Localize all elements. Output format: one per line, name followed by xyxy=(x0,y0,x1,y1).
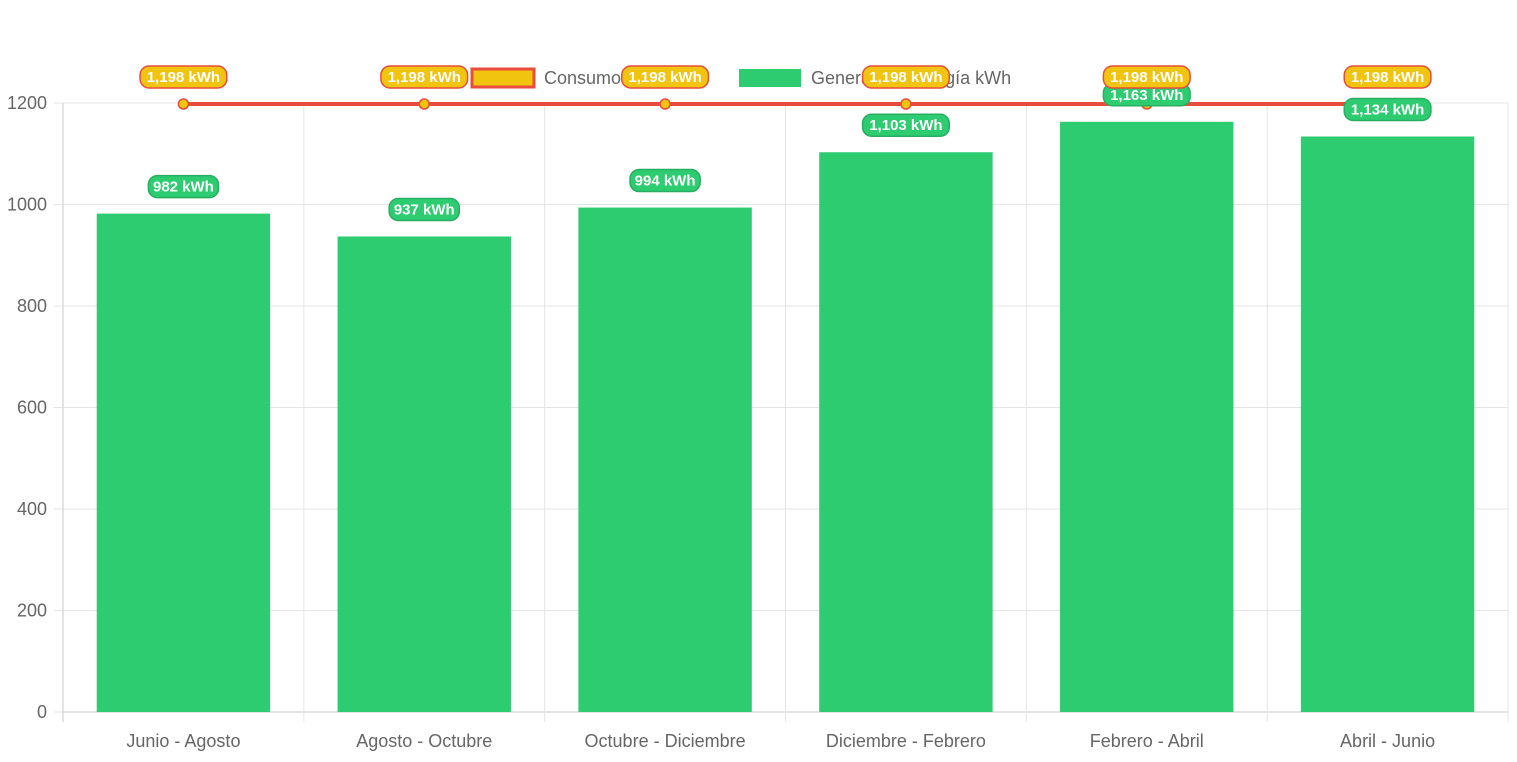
bar-data-label: 1,163 kWh xyxy=(1102,83,1191,107)
data-label-box xyxy=(1102,65,1191,89)
line-data-label: 1,198 kWh xyxy=(1102,65,1191,89)
line-data-label: 1,198 kWh xyxy=(139,65,228,89)
bar-data-label: 1,134 kWh xyxy=(1343,97,1432,122)
data-label-box xyxy=(1343,65,1432,89)
x-tick-label: Abril - Junio xyxy=(1340,731,1435,751)
data-label-text: 1,198 kWh xyxy=(147,69,220,86)
line-data-label: 1,198 kWh xyxy=(861,65,951,89)
bar-data-label: 937 kWh xyxy=(388,197,461,222)
line-data-label: 1,198 kWh xyxy=(1343,65,1432,89)
bar-data-label: 1,103 kWh xyxy=(861,113,951,137)
bar-generacion[interactable] xyxy=(96,213,271,712)
y-tick-label: 0 xyxy=(37,702,47,722)
x-tick-label: Junio - Agosto xyxy=(126,731,240,751)
line-point-consumo[interactable] xyxy=(659,98,671,110)
line-point-consumo[interactable] xyxy=(177,98,190,110)
line-data-label: 1,198 kWh xyxy=(620,65,710,89)
axis-layer: 0 200 400 600 800 1000 1200 Junio - Agosto Agost… xyxy=(7,93,1435,751)
data-label-text: 1,134 kWh xyxy=(1351,101,1424,118)
data-label-box xyxy=(620,65,710,89)
legend-swatch-generacion xyxy=(739,69,801,87)
data-label-box xyxy=(1343,97,1432,122)
data-label-box xyxy=(861,113,951,137)
y-tick-label: 600 xyxy=(17,398,47,418)
data-label-text: 982 kWh xyxy=(153,179,214,196)
bar-generacion[interactable] xyxy=(819,152,993,713)
x-tick-label: Febrero - Abril xyxy=(1090,731,1204,751)
y-tick-label: 1000 xyxy=(7,195,47,215)
bar-generacion[interactable] xyxy=(337,236,511,712)
y-tick-label: 200 xyxy=(17,601,47,621)
y-tick-label: 800 xyxy=(17,296,47,316)
data-label-box xyxy=(861,65,951,89)
data-label-text: 1,163 kWh xyxy=(1110,87,1183,104)
data-label-text: 1,198 kWh xyxy=(388,69,461,86)
bar-generacion[interactable] xyxy=(1060,121,1234,713)
data-label-text: 937 kWh xyxy=(394,201,455,218)
data-label-box xyxy=(388,197,461,222)
data-label-text: 1,198 kWh xyxy=(628,69,701,86)
data-label-text: 1,198 kWh xyxy=(869,69,942,86)
data-label-text: 994 kWh xyxy=(635,173,696,190)
x-tick-label: Diciembre - Febrero xyxy=(826,731,986,751)
y-tick-label: 1200 xyxy=(7,93,47,113)
grid-layer xyxy=(62,102,1509,722)
bar-generacion[interactable] xyxy=(1300,136,1475,712)
data-label-box xyxy=(380,65,469,89)
line-point-consumo[interactable] xyxy=(418,98,430,110)
data-label-text: 1,103 kWh xyxy=(869,117,942,134)
bar-generacion[interactable] xyxy=(578,207,752,713)
line-data-label: 1,198 kWh xyxy=(380,65,469,89)
line-point-consumo[interactable] xyxy=(900,98,912,110)
data-label-box xyxy=(147,174,220,199)
bar-data-label: 994 kWh xyxy=(629,168,701,193)
x-tick-label: Agosto - Octubre xyxy=(356,731,492,751)
x-tick-label: Octubre - Diciembre xyxy=(585,731,746,751)
data-label-box xyxy=(629,168,701,193)
data-label-text: 1,198 kWh xyxy=(1351,69,1424,86)
bar-series xyxy=(96,121,1475,713)
bar-data-label: 982 kWh xyxy=(147,174,220,199)
legend-swatch-consumo xyxy=(470,67,536,89)
data-label-text: 1,198 kWh xyxy=(1110,69,1183,86)
data-label-box xyxy=(139,65,228,89)
y-tick-label: 400 xyxy=(17,499,47,519)
